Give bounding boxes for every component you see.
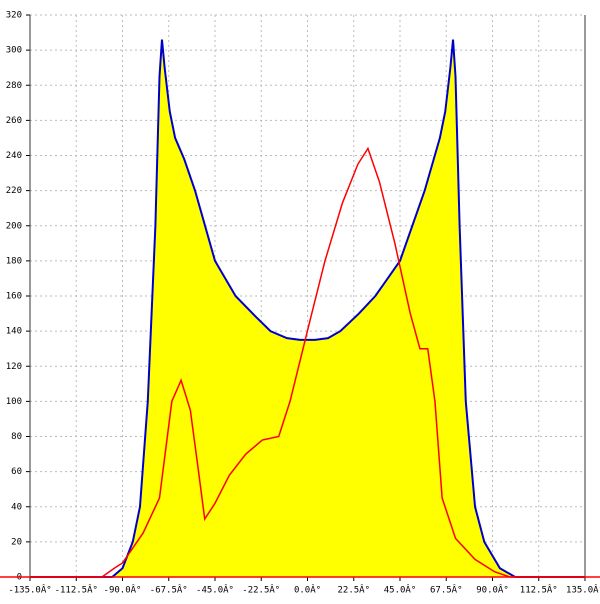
- x-tick-label: -45.0Â°: [196, 584, 234, 596]
- area-fill: [30, 39, 585, 577]
- x-tick-label: 135.0Â°: [566, 584, 600, 596]
- y-tick-label: 160: [6, 292, 22, 302]
- y-tick-label: 20: [11, 537, 22, 547]
- y-tick-label: 280: [6, 81, 22, 91]
- x-tick-label: -90.0Â°: [104, 584, 142, 596]
- y-tick-label: 60: [11, 467, 22, 477]
- x-tick-label: -112.5Â°: [55, 584, 98, 596]
- x-tick-label: 67.5Â°: [430, 584, 463, 596]
- x-tick-label: 90.0Â°: [476, 584, 509, 596]
- y-tick-label: 200: [6, 221, 22, 231]
- line: [30, 146, 585, 578]
- y-tick-label: 320: [6, 11, 22, 21]
- y-tick-label: 140: [6, 327, 22, 337]
- y-tick-label: 180: [6, 256, 22, 266]
- area-line: [30, 39, 585, 578]
- y-tick-label: 120: [6, 362, 22, 372]
- x-tick-label: -135.0Â°: [8, 584, 51, 596]
- y-tick-label: 80: [11, 432, 22, 442]
- y-tick-label: 240: [6, 151, 22, 161]
- x-tick-label: 45.0Â°: [384, 584, 417, 596]
- x-tick-label: 112.5Â°: [520, 584, 558, 596]
- y-tick-label: 40: [11, 502, 22, 512]
- x-tick-label: -67.5Â°: [150, 584, 188, 596]
- y-tick-label: 220: [6, 186, 22, 196]
- x-tick-label: 22.5Â°: [337, 584, 370, 596]
- y-tick-label: 300: [6, 46, 22, 56]
- y-tick-label: 260: [6, 116, 22, 126]
- x-tick-label: 0.0Â°: [294, 584, 321, 596]
- y-tick-label: 100: [6, 397, 22, 407]
- x-tick-label: -22.5Â°: [242, 584, 280, 596]
